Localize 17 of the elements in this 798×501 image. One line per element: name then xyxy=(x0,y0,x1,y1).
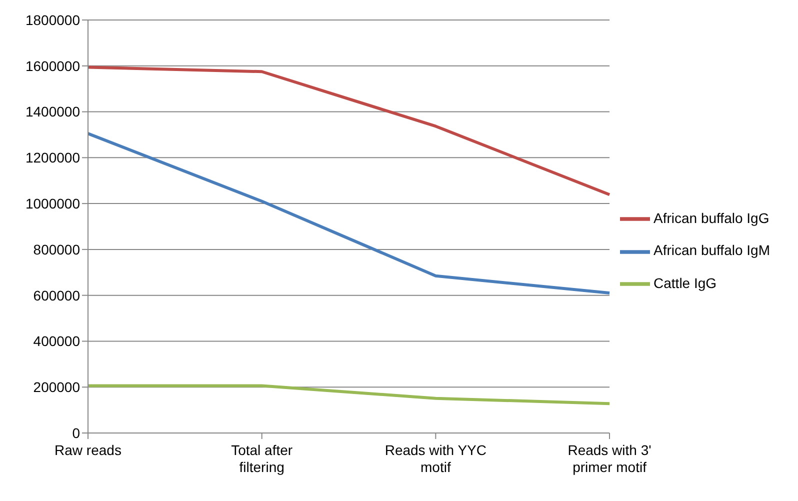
y-tick-label: 0 xyxy=(72,424,80,441)
legend-label: African buffalo IgG xyxy=(654,210,770,226)
y-tick-label: 1200000 xyxy=(25,150,80,166)
y-tick-label: 800000 xyxy=(33,241,80,258)
y-tick-label: 1400000 xyxy=(25,104,80,120)
y-tick-label: 600000 xyxy=(33,287,80,304)
x-tick-label: Reads with YYC motif xyxy=(384,442,487,475)
legend-label: Cattle IgG xyxy=(654,274,717,291)
y-tick-label: 1000000 xyxy=(25,196,80,212)
y-tick-label: 400000 xyxy=(33,333,80,350)
legend-label: African buffalo IgM xyxy=(654,242,770,258)
x-tick-label: Reads with 3' primer motif xyxy=(568,442,652,475)
x-tick-label: Raw reads xyxy=(54,442,122,458)
y-tick-label: 1600000 xyxy=(25,58,80,74)
x-tick-label: Total after filtering xyxy=(231,442,293,475)
y-tick-label: 1800000 xyxy=(25,12,80,28)
y-tick-label: 200000 xyxy=(33,379,80,396)
